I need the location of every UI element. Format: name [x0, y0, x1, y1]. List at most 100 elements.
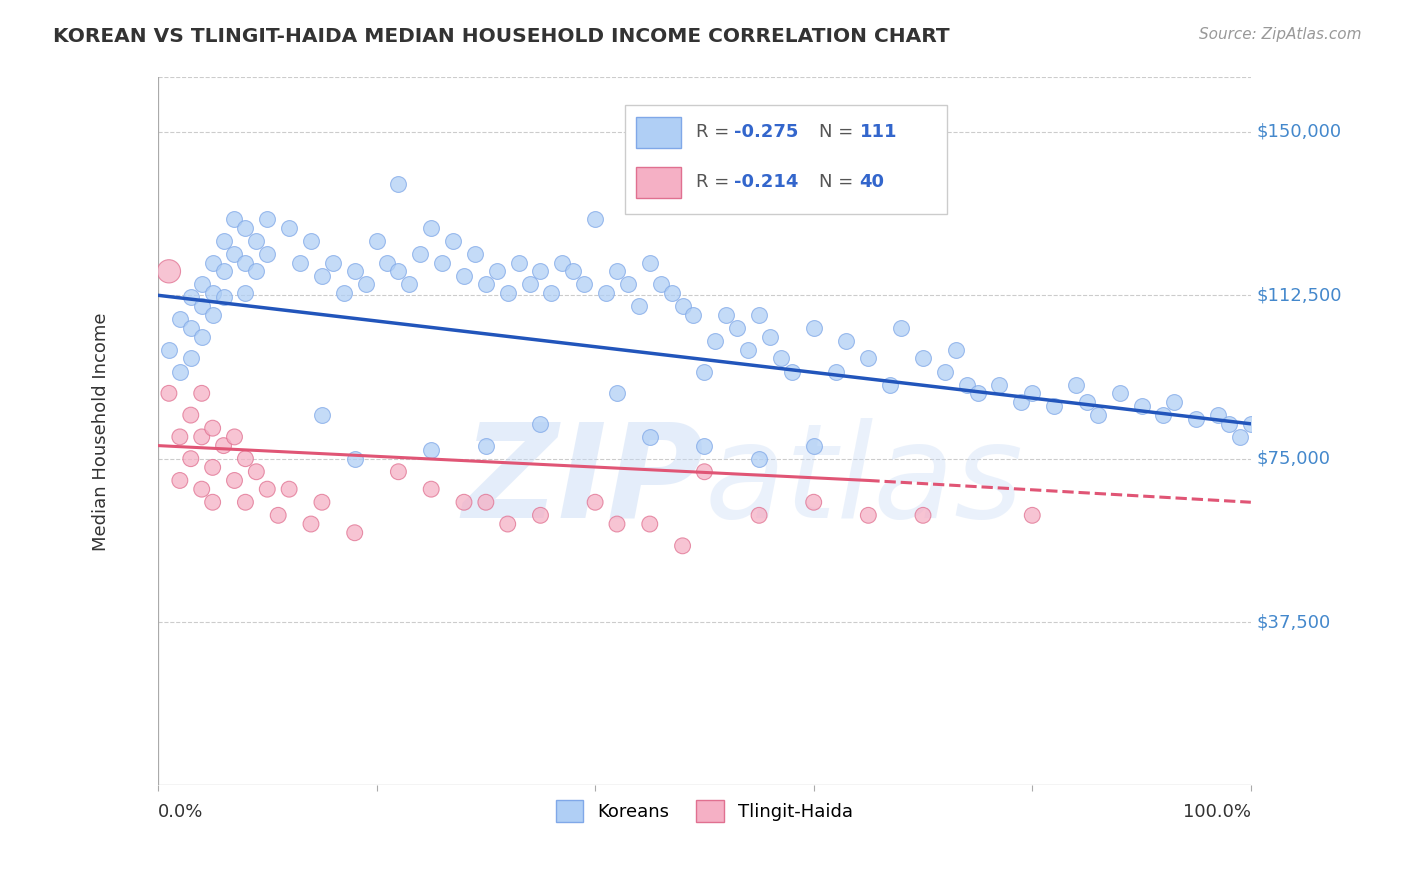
Point	[311, 268, 333, 283]
Point	[420, 220, 443, 235]
Point	[1064, 377, 1087, 392]
Point	[256, 212, 278, 227]
Point	[1218, 417, 1240, 431]
Point	[398, 277, 420, 292]
Point	[1152, 408, 1174, 422]
Point	[377, 255, 399, 269]
Point	[224, 430, 246, 444]
Text: $37,500: $37,500	[1257, 613, 1330, 631]
Point	[858, 508, 880, 523]
Point	[180, 408, 202, 422]
Point	[180, 290, 202, 304]
Point	[311, 495, 333, 509]
Point	[934, 365, 956, 379]
Point	[366, 234, 388, 248]
Point	[245, 264, 267, 278]
Point	[529, 508, 551, 523]
Text: $75,000: $75,000	[1257, 450, 1330, 467]
FancyBboxPatch shape	[636, 117, 682, 148]
Point	[595, 286, 617, 301]
Text: 111: 111	[859, 123, 897, 142]
Point	[288, 255, 311, 269]
FancyBboxPatch shape	[636, 167, 682, 198]
Point	[693, 439, 716, 453]
Point	[453, 268, 475, 283]
Point	[606, 386, 628, 401]
Text: ZIP: ZIP	[463, 417, 704, 544]
FancyBboxPatch shape	[624, 105, 948, 214]
Point	[803, 321, 825, 335]
Point	[638, 430, 661, 444]
Point	[956, 377, 979, 392]
Point	[201, 460, 224, 475]
Point	[441, 234, 464, 248]
Point	[278, 220, 301, 235]
Point	[606, 516, 628, 531]
Point	[256, 482, 278, 496]
Point	[235, 286, 257, 301]
Point	[1163, 395, 1185, 409]
Point	[212, 439, 235, 453]
Point	[387, 177, 409, 191]
Point	[617, 277, 640, 292]
Point	[1229, 430, 1251, 444]
Point	[475, 277, 498, 292]
Point	[824, 365, 846, 379]
Point	[583, 495, 606, 509]
Point	[212, 234, 235, 248]
Point	[180, 451, 202, 466]
Text: N =: N =	[820, 173, 859, 192]
Point	[343, 264, 366, 278]
Point	[1087, 408, 1109, 422]
Text: 100.0%: 100.0%	[1182, 803, 1251, 822]
Text: Source: ZipAtlas.com: Source: ZipAtlas.com	[1198, 27, 1361, 42]
Point	[693, 365, 716, 379]
Point	[1185, 412, 1208, 426]
Point	[322, 255, 344, 269]
Point	[387, 465, 409, 479]
Point	[256, 247, 278, 261]
Point	[430, 255, 453, 269]
Point	[606, 264, 628, 278]
Point	[1010, 395, 1032, 409]
Point	[169, 312, 191, 326]
Text: R =: R =	[696, 123, 735, 142]
Point	[224, 247, 246, 261]
Point	[190, 329, 212, 343]
Point	[671, 299, 693, 313]
Point	[201, 495, 224, 509]
Point	[716, 308, 738, 322]
Point	[748, 451, 770, 466]
Point	[1108, 386, 1130, 401]
Point	[190, 430, 212, 444]
Point	[988, 377, 1011, 392]
Point	[1021, 508, 1043, 523]
Point	[299, 234, 322, 248]
Point	[420, 442, 443, 457]
Point	[343, 451, 366, 466]
Point	[574, 277, 596, 292]
Point	[562, 264, 585, 278]
Text: N =: N =	[820, 123, 859, 142]
Point	[201, 308, 224, 322]
Point	[693, 465, 716, 479]
Point	[1076, 395, 1098, 409]
Point	[1043, 400, 1066, 414]
Point	[299, 516, 322, 531]
Point	[911, 508, 934, 523]
Point	[803, 439, 825, 453]
Point	[267, 508, 290, 523]
Point	[169, 365, 191, 379]
Point	[748, 508, 770, 523]
Point	[212, 290, 235, 304]
Point	[529, 264, 551, 278]
Point	[169, 474, 191, 488]
Point	[780, 365, 803, 379]
Point	[157, 343, 180, 357]
Point	[169, 430, 191, 444]
Point	[420, 482, 443, 496]
Point	[858, 351, 880, 366]
Point	[224, 474, 246, 488]
Point	[190, 386, 212, 401]
Point	[245, 234, 267, 248]
